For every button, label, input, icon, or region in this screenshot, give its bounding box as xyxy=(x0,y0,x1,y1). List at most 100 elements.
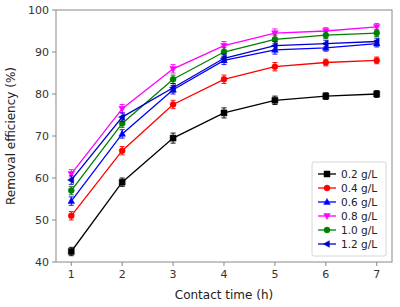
y-tick-label: 80 xyxy=(35,88,49,101)
legend-label: 0.4 g/L xyxy=(341,182,377,194)
point xyxy=(374,30,380,36)
y-tick xyxy=(52,262,56,263)
legend-marker xyxy=(324,198,331,204)
point xyxy=(170,135,176,141)
error-bar xyxy=(69,212,74,220)
y-tick-label: 40 xyxy=(35,256,49,269)
error-bar xyxy=(120,147,125,155)
legend-label: 0.6 g/L xyxy=(341,196,377,208)
y-tick-label: 70 xyxy=(35,130,49,143)
error-bar xyxy=(69,186,74,194)
y-tick xyxy=(52,94,56,95)
x-tick-label: 2 xyxy=(119,268,126,281)
error-bar xyxy=(323,59,328,66)
x-tick xyxy=(376,262,377,266)
x-tick-label: 1 xyxy=(68,268,75,281)
point xyxy=(119,148,125,154)
point xyxy=(170,66,177,72)
legend-marker xyxy=(324,171,330,177)
chart: 40 50 60 70 80 90 100 1 2 3 4 5 6 7 Contact time (h) Re… xyxy=(0,0,400,307)
y-tick xyxy=(52,10,56,11)
y-axis-label: Removal efficiency (%) xyxy=(4,67,18,205)
legend-label: 0.8 g/L xyxy=(341,210,377,222)
y-tick xyxy=(52,178,56,179)
x-tick xyxy=(274,262,275,266)
error-bar xyxy=(222,75,227,83)
point xyxy=(221,110,227,116)
legend: 0.2 g/L 0.4 g/L 0.6 g/L 0.8 g/L 1.0 g/L 1.2 g… xyxy=(312,162,386,256)
error-bar xyxy=(69,247,74,255)
point xyxy=(170,76,176,82)
point xyxy=(68,188,74,194)
error-bar xyxy=(222,108,227,118)
legend-marker xyxy=(324,214,331,220)
point xyxy=(323,93,329,99)
error-bar xyxy=(120,130,125,138)
y-tick-label: 60 xyxy=(35,172,49,185)
error-bar xyxy=(272,96,277,104)
legend-label: 0.2 g/L xyxy=(341,168,377,180)
error-bar xyxy=(171,133,176,143)
error-bar xyxy=(374,30,379,37)
error-bar xyxy=(323,93,328,100)
point xyxy=(119,179,125,185)
series-line xyxy=(71,42,376,181)
x-tick-label: 3 xyxy=(170,268,177,281)
legend-label: 1.0 g/L xyxy=(341,224,377,236)
point xyxy=(221,76,227,82)
y-tick xyxy=(52,52,56,53)
x-tick-label: 6 xyxy=(322,268,329,281)
x-tick-label: 7 xyxy=(373,268,380,281)
y-tick xyxy=(52,136,56,137)
error-bar xyxy=(272,63,277,71)
error-bar xyxy=(171,65,176,73)
point xyxy=(119,114,125,121)
error-bar xyxy=(120,105,125,113)
point xyxy=(119,130,126,136)
x-tick xyxy=(325,262,326,266)
point xyxy=(323,32,329,38)
x-tick-label: 5 xyxy=(271,268,278,281)
x-axis-label: Contact time (h) xyxy=(175,288,273,302)
y-tick-label: 90 xyxy=(35,46,49,59)
point xyxy=(169,84,175,91)
point xyxy=(68,177,74,184)
legend-box xyxy=(312,162,386,256)
point xyxy=(373,38,379,45)
error-bar xyxy=(374,57,379,64)
point xyxy=(374,57,380,63)
series xyxy=(68,23,380,178)
x-tick-label: 4 xyxy=(221,268,228,281)
y-tick-label: 100 xyxy=(28,4,49,17)
point xyxy=(68,198,75,204)
point xyxy=(322,40,328,47)
x-tick xyxy=(71,262,72,266)
y-tick-label: 50 xyxy=(35,214,49,227)
point xyxy=(271,42,277,49)
legend-marker xyxy=(323,241,329,248)
error-bar xyxy=(120,178,125,186)
point xyxy=(220,55,226,62)
series-line xyxy=(71,27,376,174)
point xyxy=(272,97,278,103)
legend-marker xyxy=(324,227,330,233)
plot-frame xyxy=(56,10,392,262)
error-bar xyxy=(171,75,176,83)
error-bar xyxy=(323,32,328,39)
point xyxy=(272,64,278,70)
x-tick xyxy=(173,262,174,266)
legend-marker xyxy=(324,185,330,191)
error-bar xyxy=(69,197,74,205)
error-bar xyxy=(374,91,379,98)
point xyxy=(323,60,329,66)
error-bar xyxy=(374,23,379,30)
x-tick xyxy=(122,262,123,266)
point xyxy=(119,106,126,112)
point xyxy=(68,249,74,255)
error-bar xyxy=(171,100,176,108)
y-tick xyxy=(52,220,56,221)
legend-label: 1.2 g/L xyxy=(341,238,377,250)
point xyxy=(68,213,74,219)
x-tick xyxy=(224,262,225,266)
point xyxy=(374,91,380,97)
